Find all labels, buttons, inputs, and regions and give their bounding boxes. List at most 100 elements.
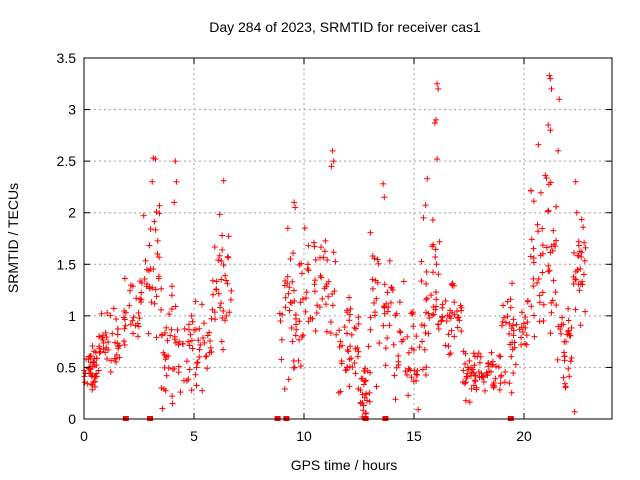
data-point	[198, 301, 205, 308]
data-point	[524, 319, 531, 326]
data-point	[422, 202, 429, 209]
data-point	[432, 246, 439, 253]
data-point	[348, 355, 355, 362]
data-point	[502, 368, 509, 375]
data-point	[371, 300, 378, 307]
data-point	[188, 337, 195, 344]
data-point	[90, 348, 97, 355]
data-point	[97, 348, 104, 355]
data-point	[470, 382, 477, 389]
data-point	[98, 310, 105, 317]
data-point	[553, 302, 560, 309]
data-point	[492, 375, 499, 382]
data-point	[129, 283, 136, 290]
data-point	[386, 322, 393, 329]
data-point	[90, 358, 97, 365]
data-point	[169, 283, 176, 290]
data-point	[224, 253, 231, 260]
data-point	[429, 217, 436, 224]
data-point	[455, 314, 462, 321]
data-point	[186, 366, 193, 373]
data-point	[536, 318, 543, 325]
data-point	[301, 225, 308, 232]
data-point	[352, 370, 359, 377]
data-point	[445, 343, 452, 350]
data-point	[570, 273, 577, 280]
data-point	[561, 353, 568, 360]
data-point	[556, 96, 563, 103]
data-point	[453, 308, 460, 315]
data-point	[528, 303, 535, 310]
data-point	[421, 322, 428, 329]
data-point	[393, 310, 400, 317]
data-point	[89, 372, 96, 379]
data-point	[352, 345, 359, 352]
data-point	[290, 250, 297, 257]
data-point	[435, 271, 442, 278]
data-point	[312, 327, 319, 334]
data-point	[422, 329, 429, 336]
data-point	[543, 175, 550, 182]
data-point	[219, 315, 226, 322]
data-point	[114, 331, 121, 338]
data-point	[292, 332, 299, 339]
data-point	[382, 362, 389, 369]
data-point	[204, 365, 211, 372]
data-point	[372, 277, 379, 284]
data-point	[509, 346, 516, 353]
data-point	[483, 369, 490, 376]
data-point	[287, 255, 294, 262]
x-axis-label: GPS time / hours	[291, 457, 398, 473]
data-point	[87, 352, 94, 359]
data-point	[110, 305, 117, 312]
data-point	[204, 332, 211, 339]
data-point	[328, 163, 335, 170]
data-point	[553, 203, 560, 210]
data-point	[355, 320, 362, 327]
data-point	[568, 354, 575, 361]
data-point	[563, 338, 570, 345]
data-point	[158, 384, 165, 391]
y-tick-label: 2	[68, 205, 76, 221]
data-point	[446, 313, 453, 320]
data-point	[189, 318, 196, 325]
data-point	[429, 243, 436, 250]
data-point	[186, 342, 193, 349]
data-point	[219, 232, 226, 239]
data-point	[561, 380, 568, 387]
data-point	[575, 252, 582, 259]
data-point	[305, 242, 312, 249]
data-point	[501, 314, 508, 321]
data-point	[481, 387, 488, 394]
data-point	[292, 204, 299, 211]
data-point	[168, 326, 175, 333]
data-point	[373, 295, 380, 302]
data-point	[528, 236, 535, 243]
data-point	[506, 330, 513, 337]
data-point	[93, 370, 100, 377]
data-point	[220, 177, 227, 184]
data-point	[528, 187, 535, 194]
data-point	[451, 282, 458, 289]
data-point	[194, 359, 201, 366]
data-point	[357, 399, 364, 406]
data-point	[311, 288, 318, 295]
data-point	[546, 72, 553, 79]
data-point	[199, 387, 206, 394]
data-point	[297, 299, 304, 306]
data-point	[185, 321, 192, 328]
data-point	[96, 333, 103, 340]
data-point	[365, 343, 372, 350]
data-point	[322, 237, 329, 244]
data-point	[386, 257, 393, 264]
data-point	[212, 316, 219, 323]
data-point	[318, 274, 325, 281]
data-point	[192, 371, 199, 378]
data-point	[349, 364, 356, 371]
data-point	[225, 254, 232, 261]
data-point	[196, 354, 203, 361]
data-point	[537, 252, 544, 259]
data-point	[462, 397, 469, 404]
data-point	[158, 285, 165, 292]
data-point	[129, 317, 136, 324]
